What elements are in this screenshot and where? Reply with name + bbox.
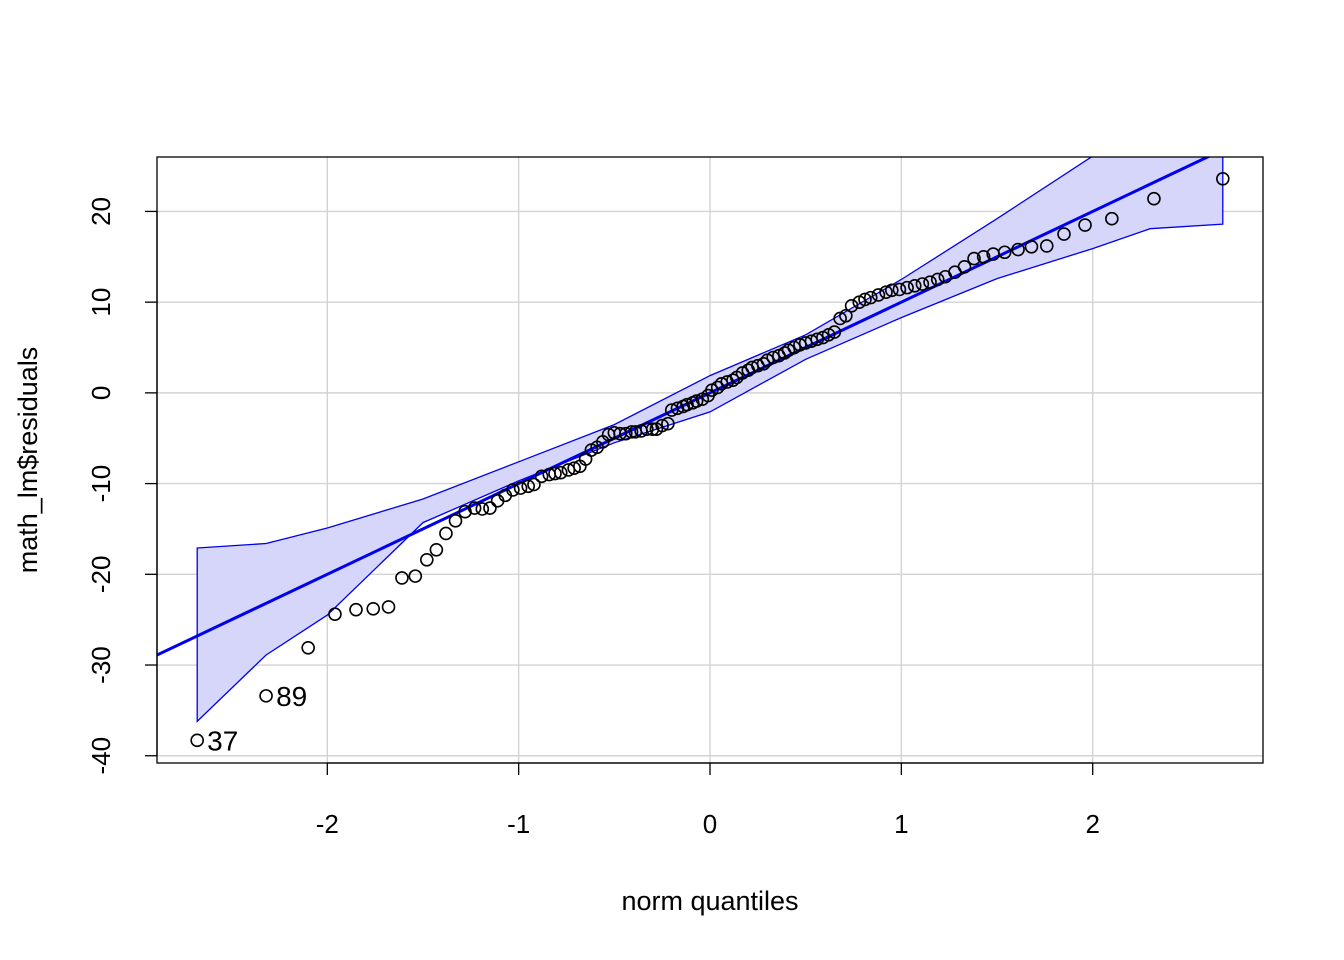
y-tick-label: -10 bbox=[86, 465, 116, 503]
data-point bbox=[640, 422, 654, 436]
data-point bbox=[1216, 171, 1230, 186]
data-point bbox=[521, 479, 536, 494]
x-axis-title: norm quantiles bbox=[621, 886, 798, 916]
data-point bbox=[366, 601, 381, 616]
data-point bbox=[527, 477, 541, 492]
data-point bbox=[766, 350, 780, 365]
data-point bbox=[548, 466, 562, 481]
data-point bbox=[670, 401, 685, 416]
data-point bbox=[448, 513, 463, 528]
data-point bbox=[1078, 218, 1092, 232]
reference-line bbox=[157, 157, 1212, 657]
y-axis-title: math_lm$residuals bbox=[13, 347, 43, 574]
point-label-89: 89 bbox=[276, 681, 307, 712]
data-point bbox=[475, 502, 490, 516]
data-point bbox=[429, 543, 444, 557]
x-tick-label: -2 bbox=[316, 809, 339, 839]
data-point bbox=[420, 552, 434, 567]
confidence-envelope bbox=[196, 157, 1224, 723]
data-point bbox=[567, 461, 581, 475]
data-point bbox=[756, 357, 771, 371]
data-points bbox=[190, 171, 1230, 748]
data-point bbox=[190, 733, 204, 748]
y-tick-label: -30 bbox=[86, 646, 116, 684]
data-point bbox=[884, 283, 899, 298]
y-tick-label: 10 bbox=[86, 288, 116, 317]
point-label-37: 37 bbox=[207, 725, 238, 756]
y-tick-label: 20 bbox=[86, 197, 116, 226]
data-point bbox=[923, 275, 937, 289]
data-point bbox=[506, 483, 520, 497]
data-point bbox=[810, 332, 824, 347]
y-tick-label: 0 bbox=[86, 386, 116, 400]
data-point bbox=[483, 501, 497, 515]
data-point bbox=[997, 245, 1012, 260]
data-point bbox=[467, 501, 482, 515]
data-point bbox=[976, 249, 991, 264]
data-point bbox=[726, 373, 740, 387]
data-point bbox=[879, 285, 893, 299]
data-point bbox=[328, 607, 342, 622]
x-tick-label: 2 bbox=[1085, 809, 1099, 839]
data-point bbox=[655, 418, 669, 433]
x-tick-label: 0 bbox=[703, 809, 717, 839]
y-axis: -40 -30 -20 -10 0 10 20 bbox=[86, 197, 158, 775]
data-point bbox=[1105, 211, 1119, 226]
data-point bbox=[408, 569, 423, 583]
y-tick-label: -40 bbox=[86, 737, 116, 775]
data-point bbox=[858, 292, 872, 307]
data-point bbox=[900, 280, 914, 295]
data-point bbox=[661, 416, 675, 431]
data-point bbox=[839, 308, 853, 323]
x-axis: -2 -1 0 1 2 bbox=[316, 762, 1100, 839]
data-point bbox=[381, 600, 396, 614]
data-point bbox=[680, 397, 694, 412]
data-point bbox=[892, 282, 907, 297]
data-point bbox=[619, 426, 633, 441]
data-point bbox=[915, 277, 930, 291]
data-point bbox=[863, 290, 878, 305]
data-point bbox=[1039, 239, 1054, 253]
data-point bbox=[259, 689, 273, 703]
data-point bbox=[645, 422, 660, 436]
x-tick-label: -1 bbox=[507, 809, 530, 839]
data-point bbox=[439, 526, 453, 541]
data-point bbox=[844, 298, 859, 313]
data-point bbox=[1147, 191, 1161, 206]
data-point bbox=[301, 640, 315, 655]
data-point bbox=[534, 469, 549, 484]
data-point bbox=[907, 279, 922, 293]
data-point bbox=[827, 325, 842, 339]
data-point bbox=[930, 272, 945, 287]
data-point bbox=[1024, 240, 1039, 254]
data-point bbox=[553, 465, 568, 480]
data-point bbox=[395, 571, 409, 585]
data-point bbox=[689, 394, 704, 408]
x-tick-label: 1 bbox=[894, 809, 908, 839]
data-point bbox=[967, 251, 981, 266]
data-point bbox=[624, 425, 639, 439]
point-labels: 37 89 bbox=[207, 681, 307, 756]
grid-lines bbox=[157, 157, 1263, 763]
data-point bbox=[349, 602, 363, 617]
data-point bbox=[871, 288, 886, 302]
data-point bbox=[957, 259, 972, 274]
data-point bbox=[513, 481, 528, 495]
data-point bbox=[1057, 227, 1071, 241]
data-point bbox=[458, 504, 472, 519]
y-tick-label: -20 bbox=[86, 556, 116, 594]
data-point bbox=[1011, 242, 1025, 257]
